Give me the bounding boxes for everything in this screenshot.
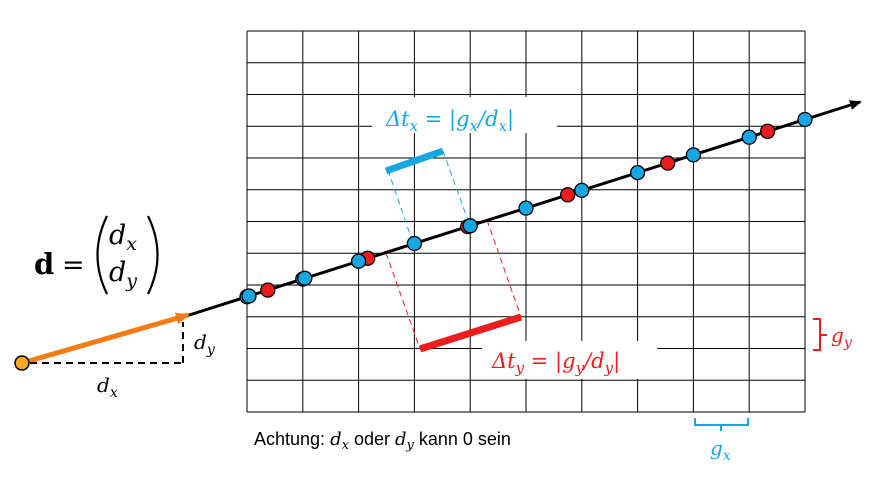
delta-ty-label: Δty = |gy/dy|: [491, 349, 620, 377]
delta-ty-suffix: |: [613, 349, 620, 374]
blue-projection-left: [387, 169, 414, 244]
d-vector-top-sub: x: [126, 233, 137, 255]
blue-intersection-point: [297, 270, 313, 286]
blue-intersection-point: [241, 288, 257, 304]
delta-ty-slash-sub: y: [604, 359, 614, 377]
d-vector-bottom-sub: y: [125, 270, 137, 292]
blue-intersection-point: [741, 129, 757, 145]
blue-projection-right: [442, 150, 471, 227]
delta-ty-middle: = |g: [524, 349, 575, 374]
ray-dx-sub: x: [110, 385, 118, 401]
d-vector-bottom-base: d: [109, 257, 126, 288]
delta-tx-bar: [384, 147, 445, 175]
d-vector-lhs: d: [34, 247, 54, 281]
blue-intersection-point: [797, 111, 813, 128]
ray-dy-label: dy: [194, 330, 216, 358]
blue-intersection-point: [518, 200, 534, 216]
delta-tx-label-bg: [372, 97, 557, 133]
delta-tx-slash: /d: [476, 107, 499, 131]
ray-origin-dot: [14, 355, 30, 371]
red-projection-lines: [385, 219, 522, 350]
red-intersection-point: [660, 155, 676, 171]
note-dx-base: d: [330, 429, 342, 450]
intersection-points: [239, 111, 813, 305]
direction-components: [30, 322, 184, 364]
gy-base: g: [831, 323, 844, 347]
red-projection-left: [385, 252, 421, 350]
gy-label: gy: [831, 323, 853, 351]
delta-ty-label-bg: [482, 341, 657, 379]
gx-sub: x: [723, 448, 731, 464]
ray-dy-sub: y: [206, 342, 216, 358]
ray-dx-base: d: [97, 373, 110, 397]
d-vector-top: dx: [109, 220, 137, 255]
delta-tx-middle: = |g: [418, 107, 469, 132]
d-vector-left-paren: [96, 215, 108, 295]
blue-intersection-point: [629, 164, 646, 181]
blue-projection-lines: [387, 150, 471, 244]
blue-intersection-point: [574, 182, 590, 199]
delta-ty-slash: /d: [582, 349, 605, 373]
ray-dy-base: d: [194, 330, 207, 354]
blue-intersection-point: [350, 253, 367, 269]
red-intersection-point: [560, 187, 576, 203]
note-dx-sub: x: [342, 438, 350, 453]
zero-direction-note: Achtung: dx oder dy kann 0 sein: [254, 429, 511, 453]
direction-arrow: [21, 312, 190, 366]
gx-label: gx: [710, 436, 731, 464]
delta-ty-bar: [418, 313, 523, 353]
red-intersection-point: [260, 282, 276, 298]
blue-intersection-point: [406, 235, 423, 252]
delta-tx-slash-sub: x: [499, 117, 508, 135]
delta-tx-suffix: |: [507, 107, 514, 132]
delta-ty-prefix-sub: y: [515, 359, 525, 377]
note-post: kann 0 sein: [414, 429, 511, 449]
delta-ty-prefix: Δt: [491, 349, 516, 373]
gy-bracket: [813, 318, 827, 351]
delta-tx-label: Δtx = |gx/dx|: [385, 107, 514, 135]
red-projection-right: [486, 219, 522, 318]
gy-sub: y: [843, 335, 853, 351]
note-dy-sub: y: [406, 438, 415, 453]
delta-tx-prefix: Δt: [385, 107, 410, 131]
note-mid: oder: [349, 429, 395, 449]
delta-tx-prefix-sub: x: [410, 117, 419, 135]
note-dy-base: d: [395, 429, 407, 450]
d-vector-right-paren: [147, 215, 159, 295]
d-vector-equals: =: [62, 250, 85, 281]
d-vector-bottom: dy: [109, 257, 137, 292]
red-intersection-point: [759, 123, 776, 139]
blue-intersection-point: [685, 147, 702, 163]
ray-dx-label: dx: [97, 373, 118, 401]
delta-tx-middle-sub: x: [470, 117, 479, 135]
d-vector-top-base: d: [109, 220, 126, 251]
grid: [246, 30, 806, 413]
delta-ty-middle-sub: y: [575, 359, 585, 377]
gx-base: g: [710, 436, 723, 460]
d-vector-formula: d = dx dy: [34, 215, 159, 295]
note-pre: Achtung:: [254, 429, 330, 449]
blue-intersection-point: [462, 218, 478, 234]
gx-bracket: [694, 418, 749, 431]
